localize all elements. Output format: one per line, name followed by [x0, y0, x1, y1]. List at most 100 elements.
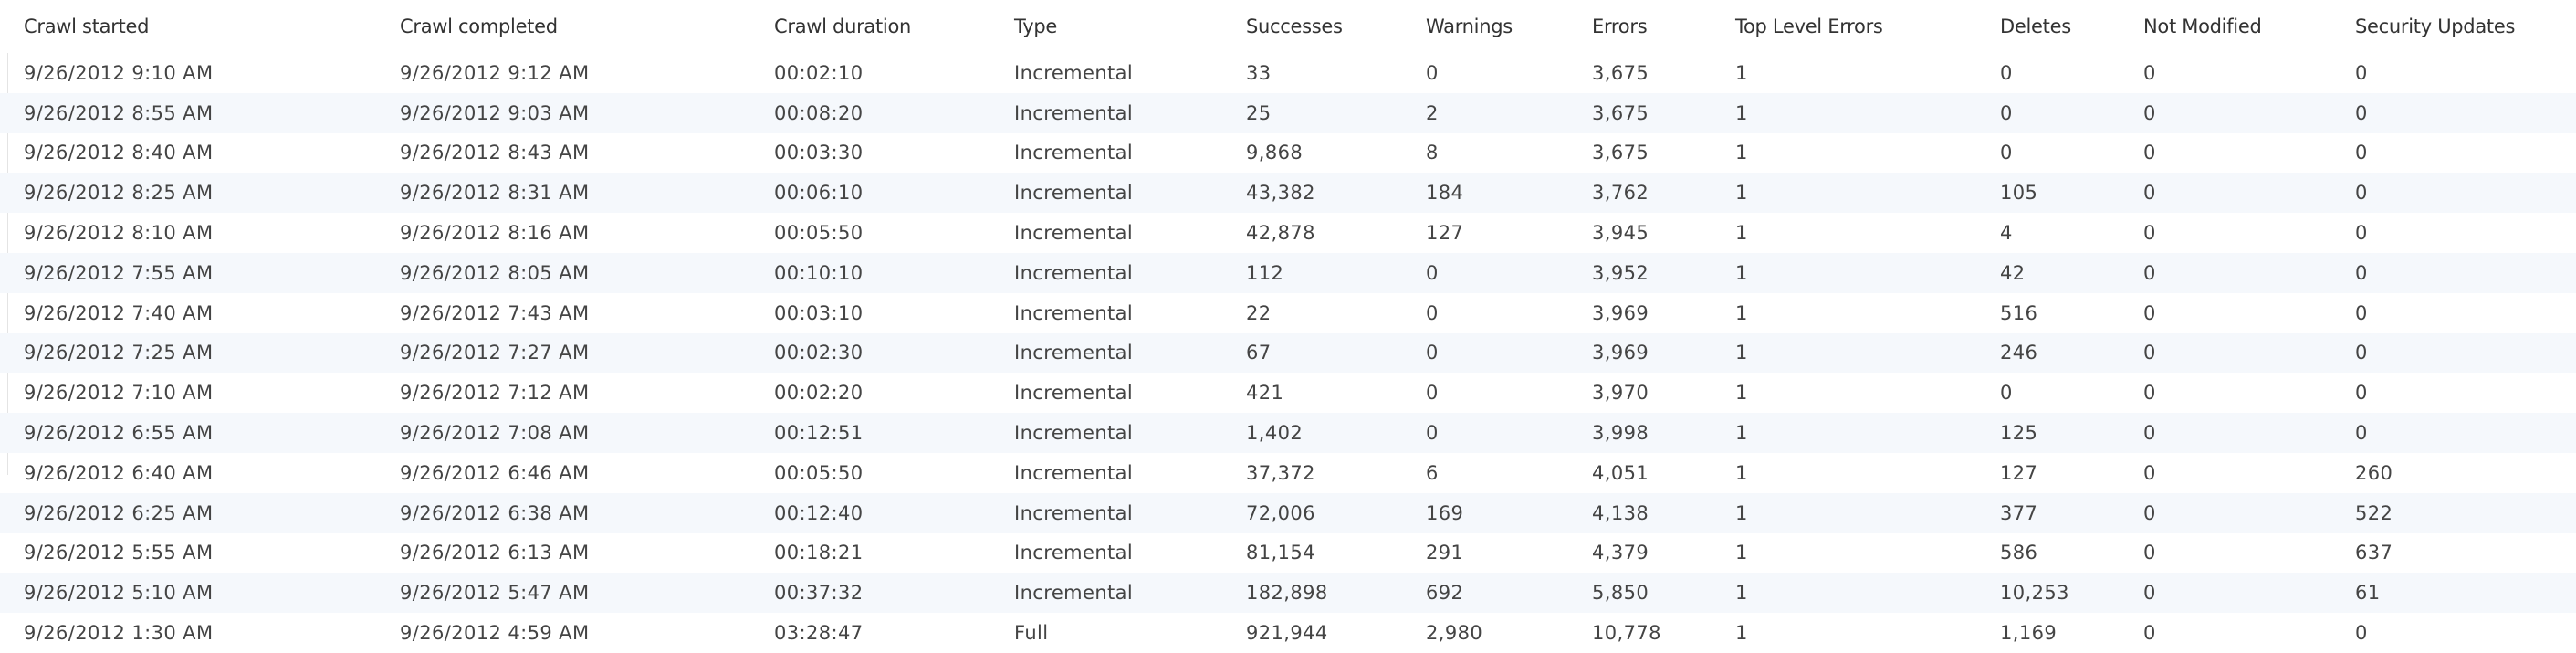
table-row[interactable]: 9/26/2012 6:55 AM 9/26/2012 7:08 AM 00:12:… [0, 413, 2576, 453]
deletes-cell: 125 [1974, 413, 2118, 453]
type-cell: Incremental [989, 413, 1220, 453]
security-updates-cell: 0 [2355, 222, 2368, 245]
crawl-started-cell: 9/26/2012 9:10 AM [24, 61, 214, 84]
security-updates-cell: 61 [2330, 573, 2576, 614]
errors-cell: 3,945 [1592, 222, 1649, 245]
security-updates-cell: 0 [2330, 332, 2576, 374]
not-modified-cell: 0 [2143, 461, 2156, 484]
table-row[interactable]: 9/26/2012 6:25 AM 9/26/2012 6:38 AM 00:12:… [0, 492, 2576, 533]
successes-cell: 81,154 [1246, 542, 1315, 564]
column-header-not-modified[interactable]: Not Modified [2143, 16, 2262, 37]
table-row[interactable]: 9/26/2012 8:55 AM 9/26/2012 9:03 AM 00:08:… [0, 92, 2576, 133]
successes-cell: 43,382 [1220, 173, 1400, 214]
column-header-security-updates[interactable]: Security Updates [2355, 16, 2516, 37]
table-row[interactable]: 9/26/2012 8:10 AM 9/26/2012 8:16 AM 00:05:… [0, 213, 2576, 253]
crawl-completed-cell: 9/26/2012 9:03 AM [374, 92, 749, 133]
table-row[interactable]: 9/26/2012 8:40 AM 9/26/2012 8:43 AM 00:03:… [0, 133, 2576, 174]
type-cell: Incremental [1014, 542, 1134, 564]
deletes-cell: 4 [2000, 222, 2013, 245]
errors-cell: 5,850 [1566, 573, 1710, 614]
column-header-deletes[interactable]: Deletes [2000, 16, 2071, 37]
crawl-completed-cell: 9/26/2012 6:38 AM [374, 492, 749, 533]
column-header-warnings[interactable]: Warnings [1426, 16, 1513, 37]
deletes-cell: 377 [1974, 492, 2118, 533]
deletes-cell: 42 [1974, 252, 2118, 293]
warnings-cell: 0 [1400, 332, 1566, 374]
crawl-started-cell: 9/26/2012 8:55 AM [0, 92, 374, 133]
crawl-duration-cell: 00:02:10 [774, 61, 864, 84]
table-row[interactable]: 9/26/2012 6:40 AM 9/26/2012 6:46 AM 00:05:… [0, 453, 2576, 493]
table-row[interactable]: 9/26/2012 7:55 AM 9/26/2012 8:05 AM 00:10:… [0, 252, 2576, 293]
security-updates-cell: 0 [2330, 173, 2576, 214]
crawl-duration-cell: 00:02:20 [774, 382, 864, 405]
column-header-successes[interactable]: Successes [1246, 16, 1343, 37]
errors-cell: 3,675 [1566, 92, 1710, 133]
table-row[interactable]: 9/26/2012 7:40 AM 9/26/2012 7:43 AM 00:03:… [0, 293, 2576, 333]
type-cell: Incremental [989, 573, 1220, 614]
type-cell: Incremental [989, 492, 1220, 533]
column-header-type[interactable]: Type [1014, 16, 1058, 37]
table-row[interactable]: 9/26/2012 7:25 AM 9/26/2012 7:27 AM 00:02:… [0, 332, 2576, 374]
errors-cell: 3,969 [1592, 301, 1649, 324]
errors-cell: 4,138 [1566, 492, 1710, 533]
crawl-duration-cell: 00:05:50 [774, 461, 864, 484]
crawl-completed-cell: 9/26/2012 7:08 AM [374, 413, 749, 453]
table-row[interactable]: 9/26/2012 1:30 AM 9/26/2012 4:59 AM 03:28:… [0, 613, 2576, 653]
not-modified-cell: 0 [2143, 542, 2156, 564]
crawl-duration-cell: 00:18:21 [774, 542, 864, 564]
not-modified-cell: 0 [2143, 301, 2156, 324]
column-header-crawl-completed[interactable]: Crawl completed [400, 16, 558, 37]
column-header-crawl-started[interactable]: Crawl started [24, 16, 150, 37]
deletes-cell: 127 [2000, 461, 2038, 484]
successes-cell: 9,868 [1246, 142, 1304, 164]
errors-cell: 3,675 [1592, 142, 1649, 164]
table-row[interactable]: 9/26/2012 5:55 AM 9/26/2012 6:13 AM 00:18:… [0, 533, 2576, 574]
type-cell: Full [1014, 622, 1049, 645]
type-cell: Incremental [989, 252, 1220, 293]
crawl-completed-cell: 9/26/2012 6:13 AM [400, 542, 590, 564]
table-row[interactable]: 9/26/2012 7:10 AM 9/26/2012 7:12 AM 00:02:… [0, 373, 2576, 413]
not-modified-cell: 0 [2143, 142, 2156, 164]
errors-cell: 3,952 [1566, 252, 1710, 293]
warnings-cell: 184 [1400, 173, 1566, 214]
crawl-duration-cell: 00:37:32 [749, 573, 989, 614]
table-row[interactable]: 9/26/2012 8:25 AM 9/26/2012 8:31 AM 00:06:… [0, 173, 2576, 214]
table-row[interactable]: 9/26/2012 9:10 AM 9/26/2012 9:12 AM 00:02:… [0, 53, 2576, 93]
crawl-started-cell: 9/26/2012 7:40 AM [24, 301, 214, 324]
crawl-duration-cell: 00:12:51 [749, 413, 989, 453]
security-updates-cell: 0 [2330, 92, 2576, 133]
not-modified-cell: 0 [2143, 222, 2156, 245]
type-cell: Incremental [1014, 222, 1134, 245]
column-header-crawl-duration[interactable]: Crawl duration [774, 16, 912, 37]
column-header-errors[interactable]: Errors [1592, 16, 1648, 37]
type-cell: Incremental [1014, 382, 1134, 405]
not-modified-cell: 0 [2118, 92, 2330, 133]
security-updates-cell: 0 [2355, 301, 2368, 324]
top-level-errors-cell: 1 [1710, 173, 1974, 214]
not-modified-cell: 0 [2143, 61, 2156, 84]
warnings-cell: 0 [1426, 382, 1439, 405]
top-level-errors-cell: 1 [1710, 252, 1974, 293]
crawl-duration-cell: 03:28:47 [774, 622, 864, 645]
crawl-started-cell: 9/26/2012 7:55 AM [0, 252, 374, 293]
warnings-cell: 0 [1426, 61, 1439, 84]
table-row[interactable]: 9/26/2012 5:10 AM 9/26/2012 5:47 AM 00:37:… [0, 573, 2576, 614]
crawl-duration-cell: 00:08:20 [749, 92, 989, 133]
top-level-errors-cell: 1 [1735, 622, 1748, 645]
crawl-history-body: 9/26/2012 9:10 AM 9/26/2012 9:12 AM 00:02:… [0, 53, 2576, 653]
crawl-completed-cell: 9/26/2012 8:31 AM [374, 173, 749, 214]
crawl-completed-cell: 9/26/2012 6:46 AM [400, 461, 590, 484]
top-level-errors-cell: 1 [1710, 492, 1974, 533]
successes-cell: 1,402 [1220, 413, 1400, 453]
top-level-errors-cell: 1 [1735, 222, 1748, 245]
crawl-duration-cell: 00:10:10 [749, 252, 989, 293]
not-modified-cell: 0 [2118, 332, 2330, 374]
deletes-cell: 246 [1974, 332, 2118, 374]
errors-cell: 3,675 [1592, 61, 1649, 84]
deletes-cell: 1,169 [2000, 622, 2058, 645]
warnings-cell: 8 [1426, 142, 1439, 164]
errors-cell: 3,762 [1566, 173, 1710, 214]
column-header-top-level-errors[interactable]: Top Level Errors [1735, 16, 1883, 37]
deletes-cell: 105 [1974, 173, 2118, 214]
